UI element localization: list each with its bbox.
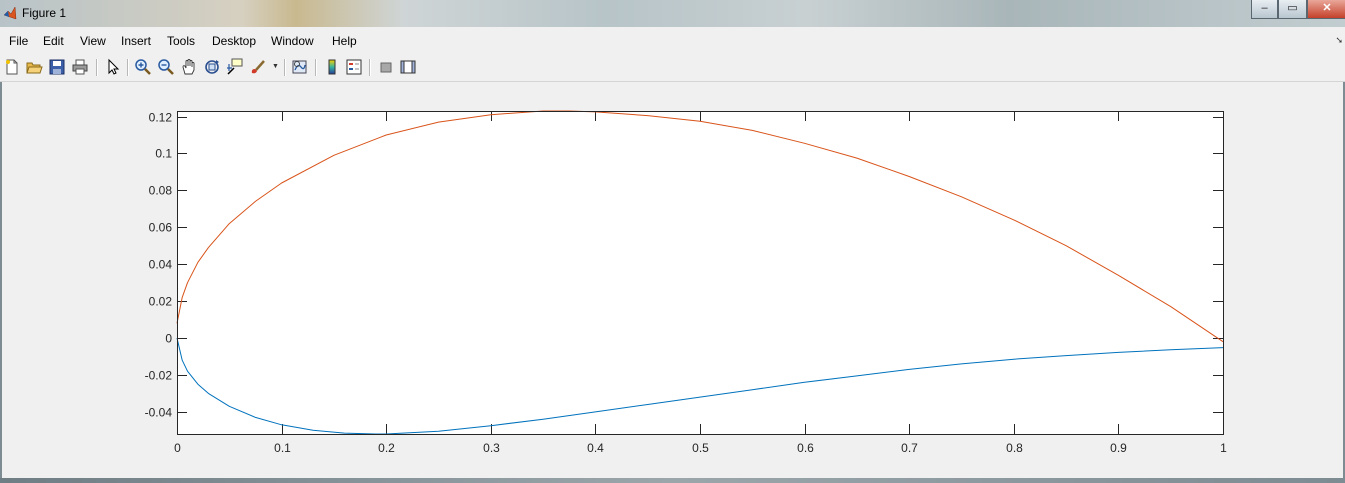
axes-ticks [177,111,1224,434]
toolbar-separator [315,59,317,76]
x-tick-label: 0.4 [587,441,604,455]
print-icon[interactable] [71,58,89,76]
hide-plot-tools-icon[interactable] [377,58,395,76]
x-tick-label: 0.2 [378,441,395,455]
window-titlebar[interactable]: Figure 1 – ▭ ✕ [0,0,1345,27]
x-tick-label: 0.5 [692,441,709,455]
axes-background [177,111,1223,434]
open-icon[interactable] [25,58,43,76]
x-tick-label: 0.3 [483,441,500,455]
y-tick-label: 0 [165,332,172,346]
toolbar-separator [127,59,129,76]
toolbar-separator [96,59,98,76]
restore-button[interactable]: ▭ [1278,0,1307,19]
pan-icon[interactable] [180,58,198,76]
link-plot-icon[interactable] [291,58,309,76]
lower-series-line [176,337,1224,435]
zoom-out-icon[interactable] [157,58,175,76]
menu-tools[interactable]: Tools [167,34,196,48]
colorbar-icon[interactable] [323,58,341,76]
legend-icon[interactable] [345,58,363,76]
y-tick-label: 0.12 [149,111,173,125]
menu-window[interactable]: Window [271,34,314,48]
figure-canvas: 0 0.1 0.2 0.3 0.4 0.5 0.6 0.7 0.8 0.9 1 0.12 0.1 0.08… [2,82,1343,478]
tick-labels: 0 0.1 0.2 0.3 0.4 0.5 0.6 0.7 0.8 0.9 1 0.12 0.1 0.08… [145,111,1228,456]
x-tick-label: 0.7 [901,441,918,455]
menu-insert[interactable]: Insert [121,34,152,48]
x-tick-label: 0 [174,441,181,455]
window-title: Figure 1 [22,6,67,20]
y-tick-label: -0.02 [145,369,173,383]
y-tick-label: 0.08 [149,184,173,198]
select-arrow-icon[interactable] [104,58,122,76]
new-figure-icon[interactable] [3,58,21,76]
x-tick-label: 1 [1220,441,1227,455]
brush-dropdown-chevron-down-icon[interactable]: ▼ [272,63,279,70]
x-tick-label: 0.9 [1110,441,1127,455]
axes-box [177,111,1224,435]
menu-overflow-arrow-icon[interactable]: ➘ [1335,35,1343,45]
toolbar-separator [369,59,371,76]
line-chart[interactable]: 0 0.1 0.2 0.3 0.4 0.5 0.6 0.7 0.8 0.9 1 0.12 0.1 0.08… [2,82,1343,478]
menu-desktop[interactable]: Desktop [212,34,257,48]
figure-toolbar: ▼ [0,54,1345,82]
toolbar-separator [284,59,286,76]
close-button[interactable]: ✕ [1307,0,1345,19]
menu-bar: File Edit View Insert Tools Desktop Wind… [0,27,1345,55]
save-icon[interactable] [48,58,66,76]
matlab-logo-icon [3,6,17,20]
y-tick-label: 0.04 [149,258,173,272]
zoom-in-icon[interactable] [134,58,152,76]
y-tick-label: -0.04 [145,406,173,420]
y-tick-label: 0.02 [149,295,173,309]
menu-file[interactable]: File [9,34,29,48]
minimize-button[interactable]: – [1251,0,1278,19]
x-tick-label: 0.8 [1006,441,1023,455]
menu-view[interactable]: View [80,34,106,48]
menu-edit[interactable]: Edit [43,34,64,48]
x-tick-label: 0.6 [797,441,814,455]
brush-icon[interactable] [249,58,267,76]
show-plot-tools-icon[interactable] [399,58,417,76]
y-tick-label: 0.06 [149,221,173,235]
y-tick-label: 0.1 [155,147,172,161]
rotate-3d-icon[interactable] [203,58,221,76]
data-cursor-icon[interactable] [226,58,244,76]
desktop-background-strip [0,478,1345,483]
x-tick-label: 0.1 [274,441,291,455]
menu-help[interactable]: Help [332,34,357,48]
